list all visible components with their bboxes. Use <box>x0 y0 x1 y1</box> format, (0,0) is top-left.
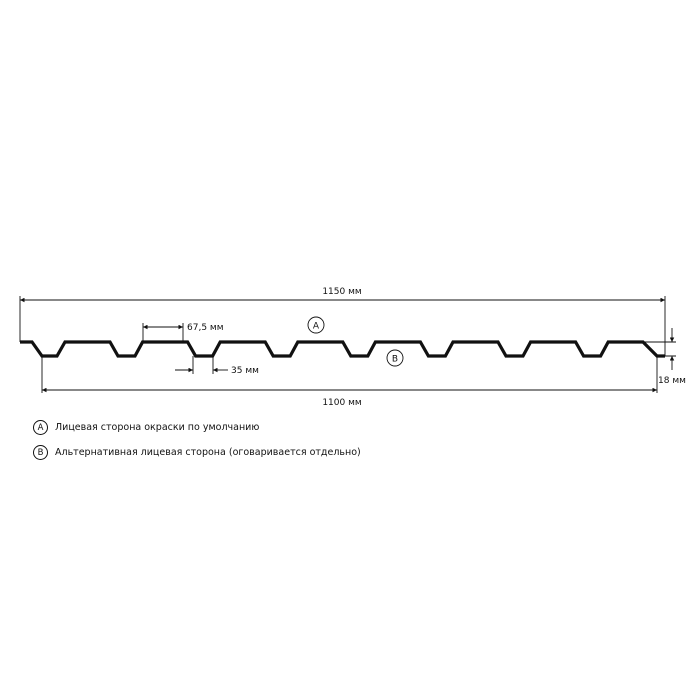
sheet-profile <box>20 340 665 358</box>
legend-item-b: B Альтернативная лицевая сторона (оговар… <box>33 445 361 460</box>
useful-width-label: 1100 мм <box>322 398 361 408</box>
marker-a-circle <box>307 316 325 334</box>
marker-a-label: A <box>313 322 320 332</box>
total-width-label: 1150 мм <box>322 287 361 297</box>
legend-item-a: A Лицевая сторона окраски по умолчанию <box>33 420 259 435</box>
legend-text-b: Альтернативная лицевая сторона (оговарив… <box>55 447 361 458</box>
valley-width-label: 35 мм <box>231 366 259 376</box>
legend-text-a: Лицевая сторона окраски по умолчанию <box>55 422 260 433</box>
legend-marker-a: A <box>33 420 48 435</box>
marker-b-circle <box>386 349 404 367</box>
crest-width-label: 67,5 мм <box>187 323 223 333</box>
marker-b-label: B <box>392 355 398 365</box>
height-label: 18 мм <box>658 376 686 386</box>
legend-marker-b: B <box>33 445 48 460</box>
